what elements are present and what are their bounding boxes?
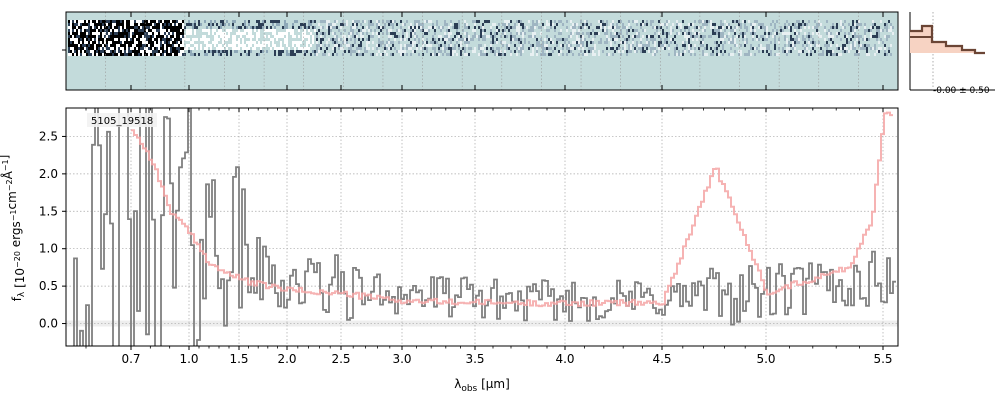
- x-tick-label: 4.0: [555, 352, 574, 366]
- y-tick-label: 2.5: [39, 129, 58, 143]
- spectrum-2d-panel: [62, 11, 899, 91]
- object-id-background: [87, 113, 157, 127]
- spectrum-1d-panel: 0.0 0.5 1.0 1.5 2.0 2.5 0.7 1.0 1.5 2.0 2.5 3.0 3.5 4…: [39, 107, 899, 366]
- x-tick-label: 0.7: [121, 352, 140, 366]
- spectrum-2d-frame: [65, 11, 899, 91]
- x-tick-label: 3.0: [392, 352, 411, 366]
- x-tick-label: 2.0: [277, 352, 296, 366]
- y-tick-label: 1.0: [39, 242, 58, 256]
- y-tick-label: 0.5: [39, 279, 58, 293]
- x-tick-label: 5.5: [873, 352, 892, 366]
- y-tick-label: 1.5: [39, 204, 58, 218]
- model-spectrum-line: [131, 111, 893, 308]
- observed-spectrum-line: [73, 108, 896, 346]
- spectrum-1d-frame: [65, 107, 899, 347]
- profile-fill: [910, 26, 985, 53]
- y-tick-label: 0.0: [39, 317, 58, 331]
- x-axis-label: λobs [μm]: [454, 377, 510, 394]
- x-tick-label: 3.5: [465, 352, 484, 366]
- zero-band: [66, 320, 898, 327]
- x-tick-label: 2.5: [331, 352, 350, 366]
- x-tick-label: 4.5: [652, 352, 671, 366]
- x-tick-label: 1.0: [179, 352, 198, 366]
- spatial-profile-panel: [909, 12, 995, 91]
- y-tick-label: 2.0: [39, 167, 58, 181]
- x-tick-label: 1.5: [229, 352, 248, 366]
- profile-annotation: -0.00 ± 0.50: [933, 86, 990, 96]
- x-tick-label: 5.0: [756, 352, 775, 366]
- y-axis-label: fλ [10−20 ergs−1cm−2Å−1]: [0, 155, 27, 302]
- profile-line: [910, 24, 985, 55]
- object-id-label: 5105_19518: [91, 116, 153, 127]
